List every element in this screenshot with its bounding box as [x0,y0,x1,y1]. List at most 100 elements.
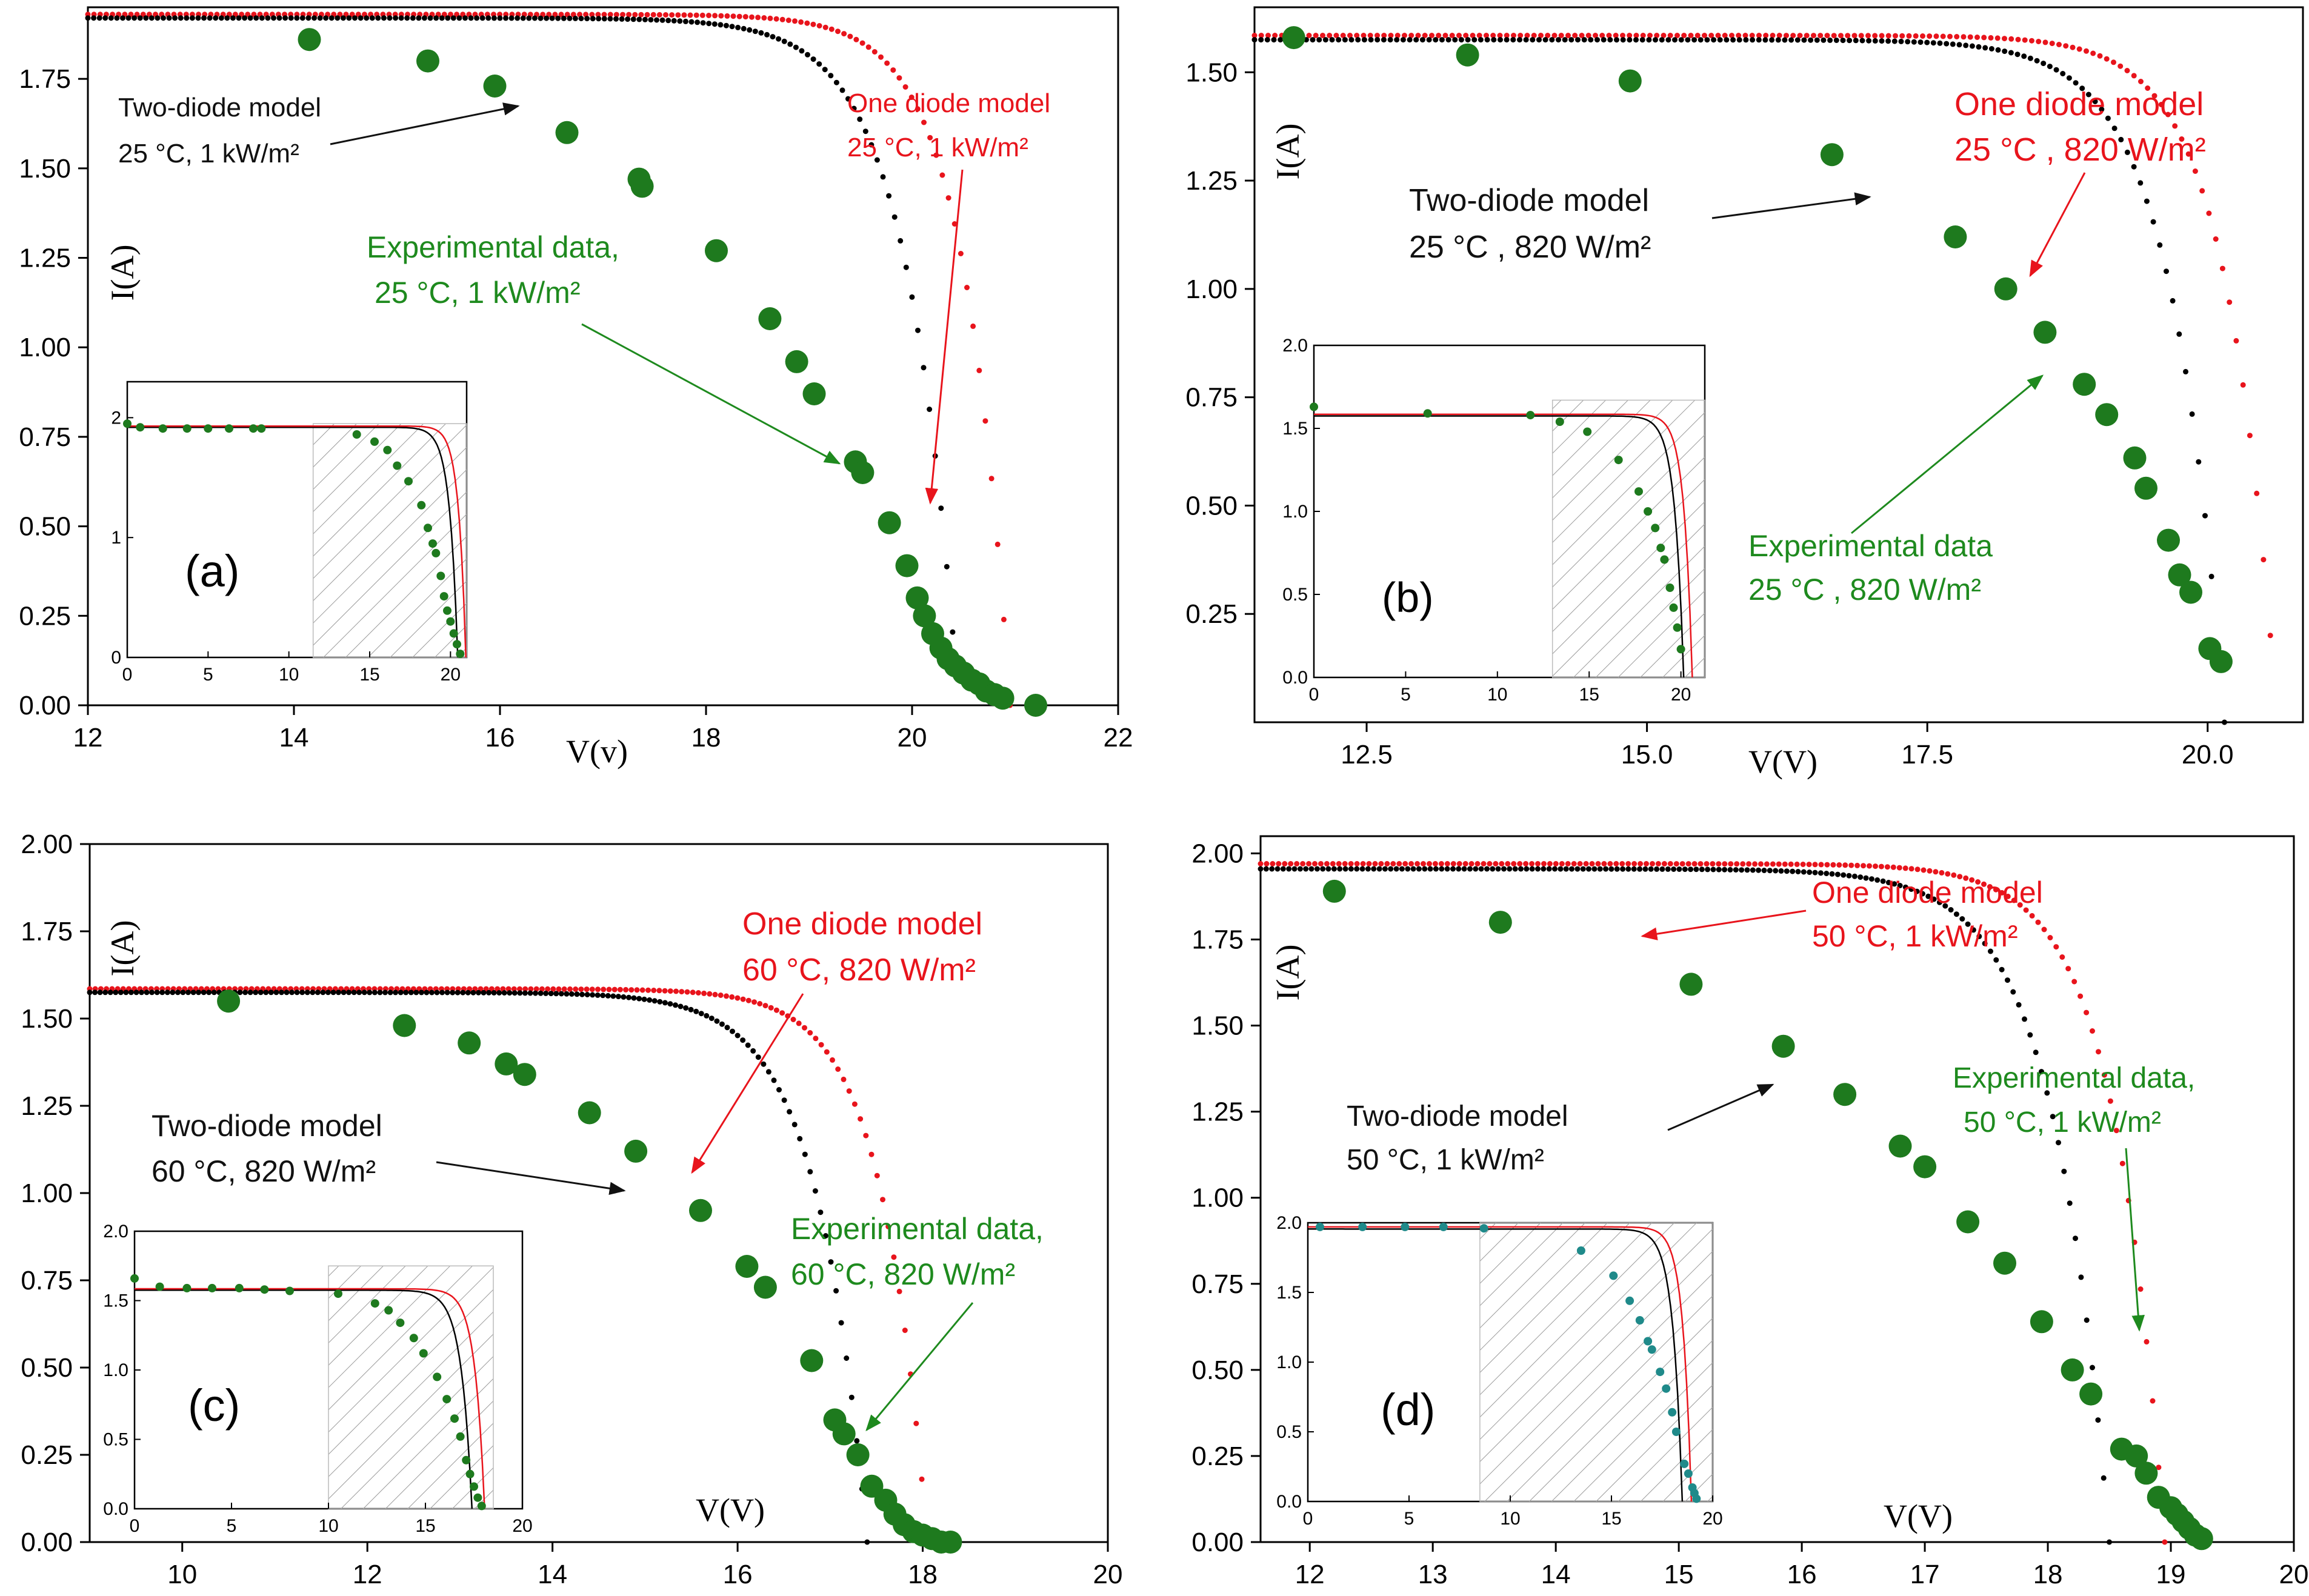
one-diode-point [958,251,964,256]
one-diode-point [2206,210,2212,216]
y-tick-label: 0.25 [19,601,71,631]
two-diode-point [2039,1069,2044,1075]
one-diode-point [878,54,884,60]
one-diode-point [2192,168,2198,174]
x-tick-label: 18 [691,723,721,753]
experimental-label: Experimental data, [1953,1062,2195,1094]
two-diode-point [2027,55,2033,61]
x-tick-label: 15.0 [1621,740,1673,770]
two-diode-point [2124,149,2130,155]
two-diode-point [377,989,383,996]
two-diode-point [1325,866,1331,872]
two-diode-point [1297,866,1303,872]
one-diode-point [718,13,724,19]
inset-x-tick-label: 15 [359,665,379,685]
two-diode-point [1778,868,1784,874]
two-diode-point [2041,61,2047,67]
inset-experimental-point [1479,1224,1488,1233]
two-diode-point [574,991,580,997]
one-diode-point [567,986,573,992]
two-diode-point [765,1069,771,1075]
two-diode-point [1368,37,1374,43]
y-tick-label: 1.50 [1185,58,1238,87]
one-diode-point [1981,35,1987,41]
two-diode-point [2099,107,2105,112]
two-diode-point [1905,39,1911,45]
one-diode-point [945,195,951,201]
one-diode-point [656,12,662,18]
two-diode-point [120,15,125,21]
inset-x-tick-label: 0 [1309,685,1319,705]
two-diode-point [1851,873,1858,879]
two-diode-point [1348,37,1354,43]
panel-b: 12.5 15.0 17.5 20.00.250.500.751.001.251.50… [1185,6,2304,780]
two-diode-point [87,989,93,996]
two-diode-point [1821,37,1827,43]
one-diode-point [1794,861,1800,867]
one-diode-point [656,988,662,994]
two-diode-point [102,15,108,21]
inset-experimental-point [443,606,451,615]
one-diode-point [1921,867,1927,873]
experimental-point [483,75,507,98]
two-diode-point [268,989,274,996]
one-diode-point [578,986,584,993]
one-diode-point [695,990,701,996]
experimental-label: Experimental data, [791,1212,1044,1246]
inset-experimental-point [208,1283,216,1292]
two-diode-point [1950,41,1956,47]
two-diode-point [218,15,224,21]
two-diode-point [1936,899,1942,905]
inset-y-tick-label: 0.5 [103,1430,128,1450]
inset-y-tick-label: 1.0 [1276,1352,1302,1372]
two-diode-point [1316,37,1322,43]
two-diode-point [590,16,596,22]
two-diode-point [1671,866,1677,872]
one-diode-point [1336,861,1342,866]
one-diode-point [1620,33,1625,38]
one-diode-point [1939,869,1945,876]
one-diode-point [1432,861,1438,866]
one-diode-point [2063,43,2069,49]
one-diode-point [1511,861,1517,866]
two-diode-point [578,16,584,21]
one-diode-point [1327,33,1333,38]
one-diode-point [2065,966,2071,972]
two-diode-point [164,989,170,996]
inset-experimental-point [1673,623,1682,632]
two-diode-point [450,15,456,21]
one-diode-point [684,989,690,995]
two-diode-point [403,989,409,996]
two-diode-point [2176,331,2182,337]
two-diode-point [364,15,370,21]
one-diode-point [1450,861,1456,866]
y-tick-label: 1.75 [21,917,73,946]
two-diode-point [1625,866,1631,872]
two-diode-point [486,989,492,996]
one-diode-point [1414,861,1421,866]
one-diode-point [874,1172,880,1179]
two-diode-point [346,989,352,996]
one-diode-point [1957,874,1963,880]
inset-experimental-point [1647,1345,1656,1354]
one-diode-point [1933,33,1939,39]
two-diode-point [1512,866,1518,872]
inset-experimental-point [1680,1459,1689,1468]
two-diode-point [2060,71,2066,76]
two-diode-point [1724,37,1730,43]
two-diode-point [950,629,956,635]
two-diode-point [549,15,555,21]
two-diode-point [2150,219,2156,225]
two-diode-point [671,18,677,24]
one-diode-point [810,21,816,27]
experimental-point [1994,277,2017,301]
one-diode-point [1674,33,1680,38]
experimental-point [1820,143,1844,167]
two-diode-point [304,989,310,996]
two-diode-point [1523,37,1529,43]
two-diode-point [735,24,741,30]
two-diode-point [491,989,497,996]
one-diode-point [896,1288,902,1294]
two-diode-point [1969,43,1975,49]
two-diode-point [1976,933,1982,939]
